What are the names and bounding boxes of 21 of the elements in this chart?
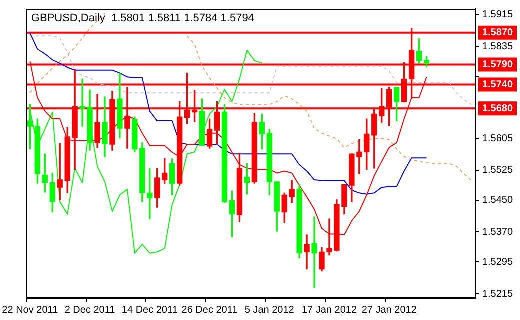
x-tick-label: 14 Dec 2011	[122, 304, 178, 316]
y-tick-label: 1.5295	[482, 256, 514, 268]
y-tick-label: 1.5450	[482, 195, 514, 206]
line-series	[30, 36, 472, 106]
y-tick-label: 1.5605	[482, 133, 514, 144]
y-tick-label: 1.5525	[482, 165, 514, 176]
y-tick-label: 1.5915	[482, 10, 514, 21]
ref-line-label: 1.5740	[482, 79, 514, 90]
y-tick-label: 1.5835	[482, 42, 514, 53]
ref-line-label: 1.5680	[482, 103, 514, 114]
x-tick-label: 22 Nov 2011	[2, 304, 59, 316]
x-tick-label: 17 Jan 2012	[302, 304, 358, 316]
ref-line-label: 1.5870	[482, 28, 514, 39]
x-tick-label: 2 Dec 2011	[64, 304, 116, 316]
x-tick-label: 26 Dec 2011	[182, 304, 238, 316]
x-tick-label: 5 Jan 2012	[244, 304, 295, 316]
ref-line-label: 1.5790	[482, 60, 514, 71]
y-tick-label: 1.5215	[482, 288, 514, 300]
chart-title: GBPUSD,Daily 1.5801 1.5811 1.5784 1.5794	[31, 12, 254, 25]
x-tick-label: 27 Jan 2012	[362, 304, 418, 316]
y-tick-label: 1.5370	[482, 226, 514, 238]
